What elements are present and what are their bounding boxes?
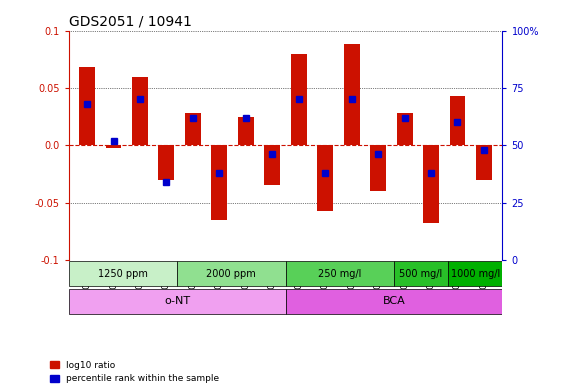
Text: 1000 mg/l: 1000 mg/l: [451, 269, 500, 279]
Text: 250 mg/l: 250 mg/l: [318, 269, 361, 279]
FancyBboxPatch shape: [69, 289, 286, 313]
FancyBboxPatch shape: [177, 261, 286, 286]
FancyBboxPatch shape: [69, 261, 177, 286]
FancyBboxPatch shape: [448, 261, 502, 286]
Bar: [159, 145, 174, 180]
FancyBboxPatch shape: [286, 261, 394, 286]
Text: o-NT: o-NT: [164, 296, 190, 306]
Bar: [449, 96, 465, 145]
Bar: [264, 145, 280, 185]
Bar: [397, 113, 412, 145]
Text: 1250 ppm: 1250 ppm: [98, 269, 148, 279]
Bar: [317, 145, 333, 210]
FancyBboxPatch shape: [286, 289, 502, 313]
Bar: [423, 145, 439, 223]
Bar: [132, 76, 148, 145]
Bar: [211, 145, 227, 220]
Text: 2000 ppm: 2000 ppm: [206, 269, 256, 279]
Bar: [185, 113, 201, 145]
Bar: [106, 145, 122, 147]
Bar: [79, 67, 95, 145]
Legend: log10 ratio, percentile rank within the sample: log10 ratio, percentile rank within the …: [50, 361, 220, 383]
Bar: [291, 54, 307, 145]
Bar: [370, 145, 386, 191]
Bar: [238, 117, 254, 145]
FancyBboxPatch shape: [394, 261, 448, 286]
Text: 500 mg/l: 500 mg/l: [400, 269, 443, 279]
Text: GDS2051 / 10941: GDS2051 / 10941: [69, 14, 191, 28]
Text: BCA: BCA: [383, 296, 405, 306]
Bar: [344, 45, 360, 145]
Bar: [476, 145, 492, 180]
